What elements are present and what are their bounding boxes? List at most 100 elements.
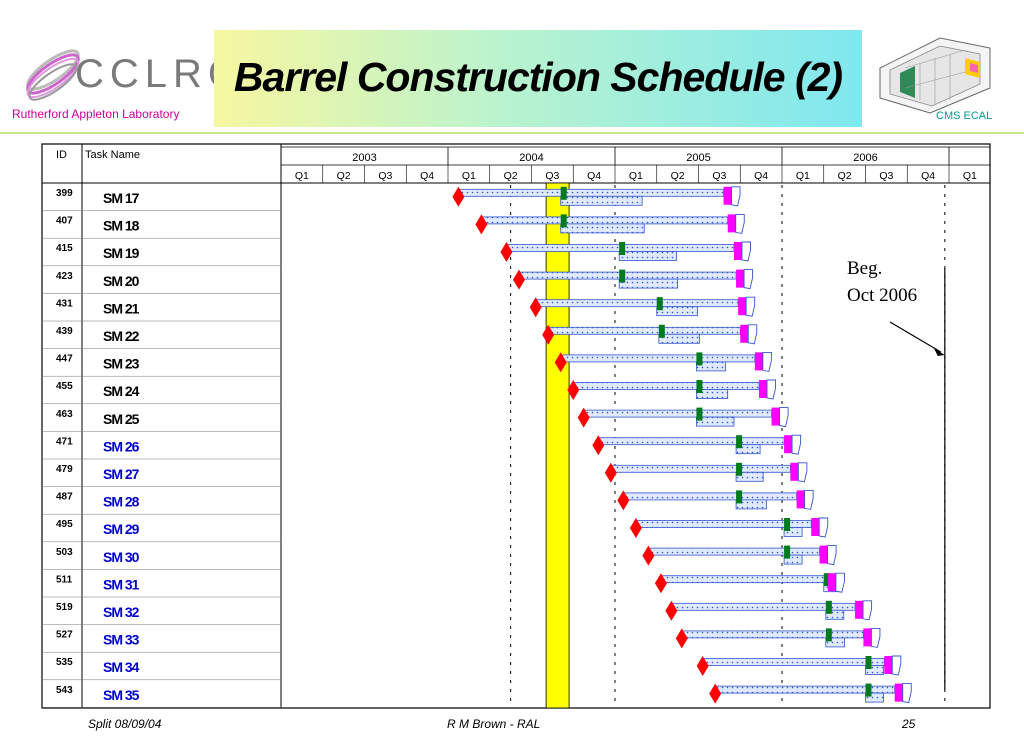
quarter-label: Q4 <box>587 170 601 182</box>
start-milestone-diamond <box>617 490 630 511</box>
schedule-bar <box>597 437 785 446</box>
quarter-label: Q3 <box>378 170 392 182</box>
magenta-milestone-marker <box>738 297 747 316</box>
quarter-label: Q4 <box>420 170 434 182</box>
schedule-sub-bar <box>618 278 679 289</box>
schedule-bar <box>535 299 739 308</box>
year-label: 2003 <box>352 152 376 164</box>
end-shield-marker <box>735 213 745 234</box>
task-name: SM 22 <box>103 328 140 344</box>
magenta-milestone-marker <box>863 628 872 647</box>
magenta-milestone-marker <box>740 324 749 343</box>
magenta-milestone-marker <box>736 269 745 288</box>
start-milestone-diamond <box>592 435 605 456</box>
chart-frame <box>41 143 991 709</box>
green-milestone-marker <box>825 628 832 642</box>
end-shield-marker <box>791 434 802 455</box>
start-milestone-diamond <box>696 656 709 676</box>
schedule-sub-bar <box>825 609 845 620</box>
green-milestone-marker <box>865 683 872 697</box>
task-name: SM 17 <box>103 190 140 206</box>
end-shield-marker <box>743 269 754 290</box>
schedule-bar <box>622 492 798 501</box>
green-milestone-marker <box>619 242 626 255</box>
id-column-header: ID <box>56 149 67 161</box>
task-id: 423 <box>56 271 73 282</box>
task-name: SM 35 <box>103 687 140 703</box>
quarter-label: Q3 <box>545 170 559 182</box>
start-milestone-diamond <box>452 186 465 207</box>
magenta-milestone-marker <box>855 600 864 619</box>
end-shield-marker <box>835 572 845 593</box>
schedule-sub-bar <box>783 527 803 537</box>
magenta-milestone-marker <box>754 352 763 371</box>
task-id: 447 <box>56 354 73 365</box>
schedule-bar <box>648 547 820 556</box>
quarter-label: Q3 <box>879 170 893 182</box>
schedule-sub-bar <box>696 389 729 399</box>
green-milestone-marker <box>658 324 665 338</box>
task-id: 455 <box>56 381 73 392</box>
quarter-label: Q2 <box>337 170 351 182</box>
green-milestone-marker <box>736 435 743 449</box>
start-milestone-diamond <box>512 269 525 290</box>
schedule-bar <box>583 409 772 418</box>
page-title: Barrel Construction Schedule (2) <box>233 54 843 100</box>
schedule-bar <box>458 188 724 197</box>
header-divider <box>0 132 1024 134</box>
task-id: 527 <box>56 630 73 641</box>
green-milestone-marker <box>696 407 703 421</box>
schedule-bar <box>610 464 791 473</box>
start-milestone-diamond <box>675 628 688 649</box>
cms-ecal-detector-icon <box>879 37 991 114</box>
schedule-sub-bar <box>783 554 803 565</box>
task-id: 535 <box>56 657 73 668</box>
start-milestone-diamond <box>642 545 655 566</box>
magenta-milestone-marker <box>796 490 805 509</box>
quarter-label: Q3 <box>712 170 726 182</box>
year-label: 2005 <box>686 152 710 164</box>
schedule-sub-bar <box>560 195 643 206</box>
quarter-label: Q2 <box>504 170 518 182</box>
end-shield-marker <box>731 186 741 207</box>
magenta-milestone-marker <box>784 435 793 454</box>
end-shield-marker <box>870 627 881 648</box>
schedule-bar <box>518 271 737 280</box>
magenta-milestone-marker <box>811 518 820 536</box>
green-milestone-marker <box>619 269 626 283</box>
green-milestone-marker <box>784 545 791 559</box>
task-id: 463 <box>56 409 73 420</box>
detector-label: CMS ECAL <box>936 110 993 122</box>
task-id: 407 <box>56 216 73 227</box>
schedule-bar <box>572 382 760 390</box>
task-name: SM 20 <box>103 273 140 289</box>
task-name: SM 31 <box>103 576 140 592</box>
start-milestone-diamond <box>654 573 667 594</box>
schedule-sub-bar <box>825 637 846 648</box>
lab-name: Rutherford Appleton Laboratory <box>12 107 180 121</box>
green-milestone-marker <box>825 600 832 614</box>
quarter-label: Q2 <box>671 170 685 182</box>
year-label: 2004 <box>519 152 543 164</box>
task-id: 519 <box>56 602 73 613</box>
start-milestone-diamond <box>577 407 590 428</box>
schedule-bar <box>702 658 885 666</box>
title-banner: Barrel Construction Schedule (2) <box>214 30 862 127</box>
end-shield-marker <box>827 545 837 566</box>
start-milestone-diamond <box>529 297 542 318</box>
schedule-sub-bar <box>560 223 645 234</box>
green-milestone-marker <box>865 656 872 669</box>
green-milestone-marker <box>696 352 703 366</box>
annotation-arrow-head <box>933 348 945 356</box>
end-shield-marker <box>766 379 777 400</box>
magenta-milestone-marker <box>727 214 736 233</box>
footer-date: Split 08/09/04 <box>88 717 162 731</box>
end-shield-marker <box>779 407 789 428</box>
start-milestone-diamond <box>709 683 722 704</box>
start-milestone-diamond <box>567 380 580 400</box>
green-milestone-marker <box>823 573 830 587</box>
task-id: 495 <box>56 519 73 530</box>
end-shield-marker <box>747 324 758 345</box>
start-milestone-diamond <box>554 352 567 373</box>
